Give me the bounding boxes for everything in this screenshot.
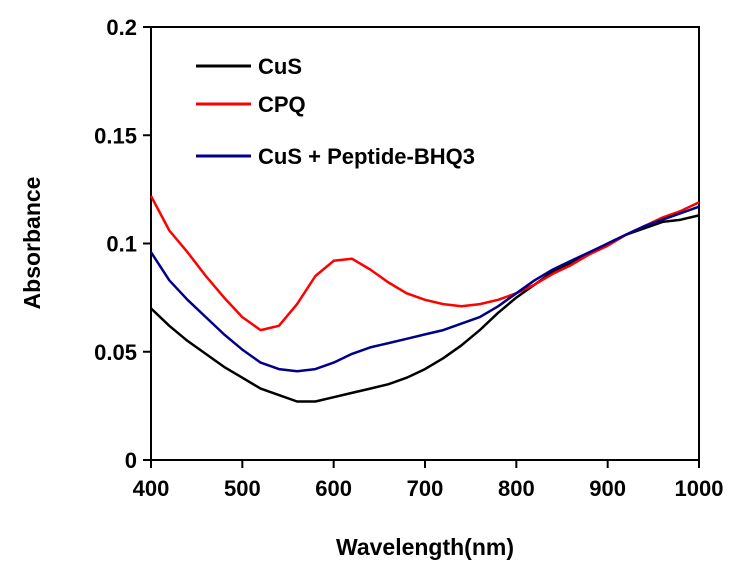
y-tick-label-0.15: 0.15	[94, 123, 137, 148]
x-tick-label-800: 800	[498, 476, 535, 501]
legend-label-cus-peptide-bhq3: CuS + Peptide-BHQ3	[258, 144, 475, 169]
y-tick-label-0: 0	[125, 448, 137, 473]
legend-label-cpq: CPQ	[258, 92, 306, 117]
x-tick-label-1000: 1000	[675, 476, 724, 501]
x-tick-label-700: 700	[407, 476, 444, 501]
y-axis: 0 0.05 0.1 0.15 0.2	[94, 15, 151, 473]
y-tick-label-0.05: 0.05	[94, 340, 137, 365]
y-tick-label-0.2: 0.2	[106, 15, 137, 40]
x-tick-label-600: 600	[315, 476, 352, 501]
y-axis-title: Absorbance	[19, 177, 45, 310]
x-tick-label-400: 400	[133, 476, 170, 501]
x-tick-label-500: 500	[224, 476, 261, 501]
x-axis-title: Wavelength(nm)	[336, 534, 514, 560]
x-tick-label-900: 900	[589, 476, 626, 501]
series-line-cus-peptide-bhq3	[149, 205, 700, 373]
plot-area	[149, 26, 700, 461]
legend: CuS CPQ CuS + Peptide-BHQ3	[196, 54, 475, 169]
series-line-cpq	[149, 195, 700, 332]
x-axis: 400 500 600 700 800 900 1000	[133, 460, 724, 501]
y-tick-label-0.1: 0.1	[106, 232, 137, 257]
legend-label-cus: CuS	[258, 54, 302, 79]
series-layer	[149, 195, 700, 403]
plot-frame	[150, 26, 700, 461]
